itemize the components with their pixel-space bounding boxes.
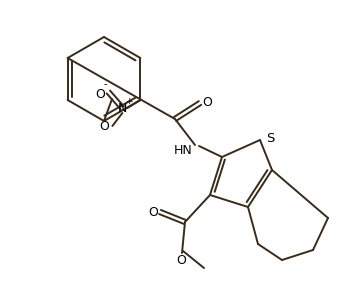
Text: O: O xyxy=(148,206,158,218)
Text: HN: HN xyxy=(174,144,193,158)
Text: O: O xyxy=(202,96,212,110)
Text: O: O xyxy=(176,255,186,267)
Text: S: S xyxy=(266,132,274,145)
Text: O: O xyxy=(99,120,109,132)
Text: N: N xyxy=(118,102,127,114)
Text: O: O xyxy=(96,88,105,100)
Text: -: - xyxy=(104,79,107,89)
Text: +: + xyxy=(125,98,132,106)
